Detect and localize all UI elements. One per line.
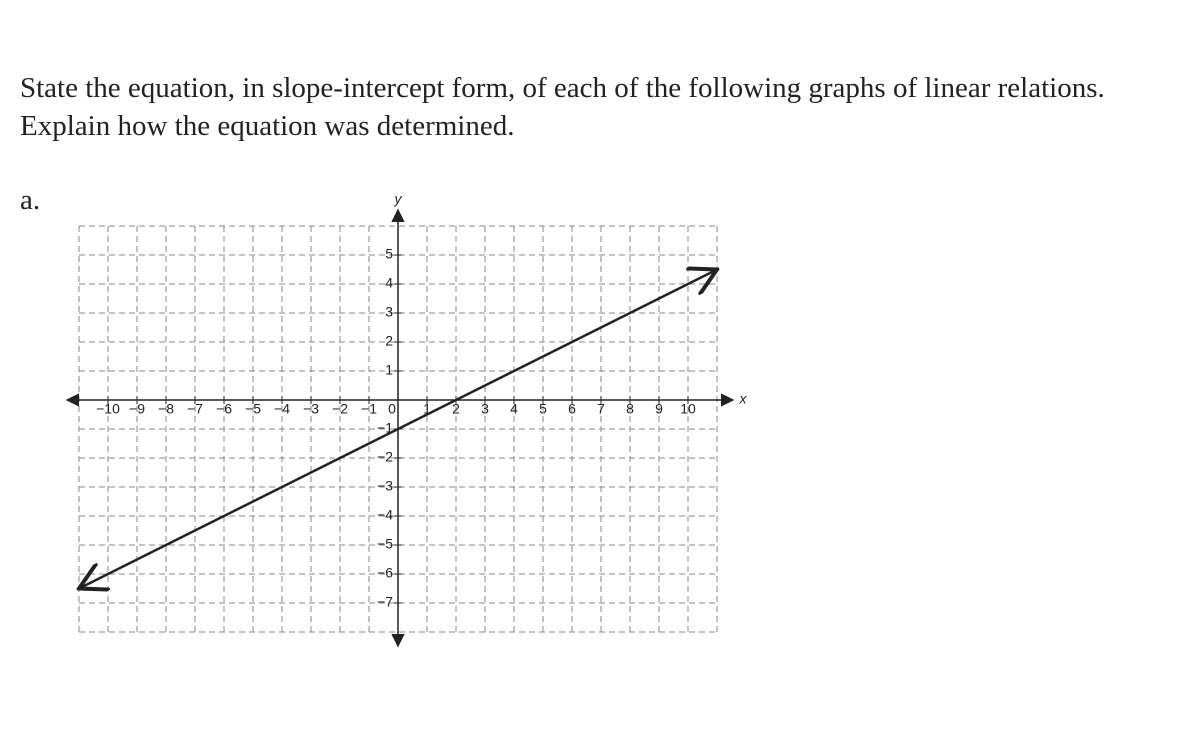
y-tick-label: −4 — [377, 507, 393, 523]
y-tick-label: 5 — [385, 246, 393, 262]
x-tick-label: −5 — [245, 401, 261, 417]
x-tick-label: −8 — [158, 401, 174, 417]
x-tick-label: 8 — [626, 401, 634, 417]
y-tick-label: 4 — [385, 275, 393, 291]
question-text: Explain how the equation was determined. — [20, 110, 515, 142]
part-label: a. — [20, 184, 41, 216]
x-tick-label: −6 — [216, 401, 232, 417]
x-tick-label: 0 — [388, 401, 396, 417]
question-text: State the equation, in slope-intercept f… — [20, 72, 1105, 104]
y-tick-label: −3 — [377, 478, 393, 494]
x-tick-label: −1 — [361, 401, 377, 417]
x-tick-label: 10 — [680, 401, 696, 417]
x-tick-label: 3 — [481, 401, 489, 417]
x-tick-label: −9 — [129, 401, 145, 417]
x-tick-label: −2 — [332, 401, 348, 417]
graph-line — [79, 270, 717, 589]
y-axis-label: y — [394, 191, 403, 207]
x-tick-label: 2 — [452, 401, 460, 417]
y-tick-label: 2 — [385, 333, 393, 349]
y-tick-label: −5 — [377, 536, 393, 552]
x-tick-label: −4 — [274, 401, 290, 417]
x-tick-label: 9 — [655, 401, 663, 417]
y-tick-label: −7 — [377, 594, 393, 610]
y-tick-label: −2 — [377, 449, 393, 465]
y-tick-label: 1 — [385, 362, 393, 378]
x-tick-label: −10 — [96, 401, 120, 417]
x-tick-label: 7 — [597, 401, 605, 417]
x-tick-label: 5 — [539, 401, 547, 417]
y-tick-label: −6 — [377, 565, 393, 581]
x-tick-label: 4 — [510, 401, 518, 417]
x-axis-label: x — [739, 391, 748, 407]
y-tick-label: 3 — [385, 304, 393, 320]
x-tick-label: 6 — [568, 401, 576, 417]
x-tick-label: −7 — [187, 401, 203, 417]
x-tick-label: −3 — [303, 401, 319, 417]
